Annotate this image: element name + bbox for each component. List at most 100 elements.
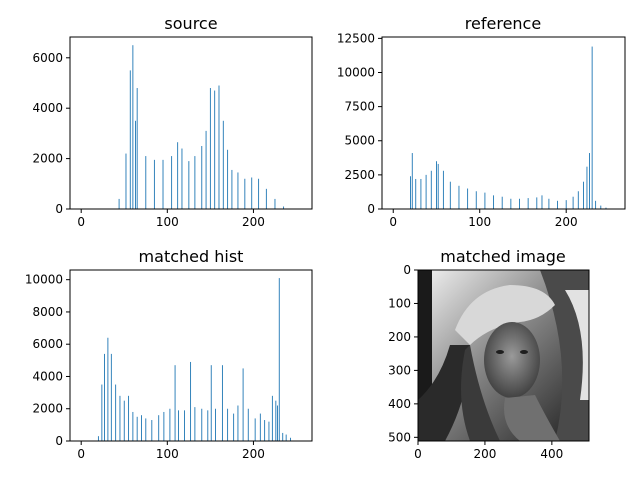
y-tick-label: 2500 xyxy=(344,168,375,182)
histogram-bar xyxy=(283,206,285,209)
histogram-bar xyxy=(194,407,196,441)
histogram-bar xyxy=(493,195,495,209)
y-tick-label: 12500 xyxy=(337,31,375,45)
histogram-bar xyxy=(467,188,469,209)
histogram-bar xyxy=(265,188,267,209)
histogram-bar xyxy=(510,198,512,209)
histogram-bar xyxy=(207,410,209,441)
x-tick-label: 400 xyxy=(540,447,563,461)
histogram-bar xyxy=(214,90,216,209)
histogram-bar xyxy=(194,156,196,209)
histogram-bar xyxy=(151,420,153,441)
histogram-bar xyxy=(227,408,229,441)
y-tick-label: 0 xyxy=(367,202,375,216)
histogram-bar xyxy=(259,413,261,441)
y-tick-label: 100 xyxy=(388,296,411,310)
x-ticks: 0 100 200 xyxy=(389,209,578,229)
x-tick-label: 200 xyxy=(555,215,578,229)
chart-title: matched image xyxy=(440,247,566,266)
histogram-bar xyxy=(237,405,239,441)
histogram-bar xyxy=(536,197,538,209)
histogram-bar xyxy=(415,178,417,209)
y-tick-label: 2000 xyxy=(32,152,63,166)
y-tick-label: 4000 xyxy=(32,369,63,383)
y-tick-label: 400 xyxy=(388,397,411,411)
histogram-bar xyxy=(577,191,579,209)
histogram-bar xyxy=(605,207,607,209)
y-tick-label: 10000 xyxy=(25,273,63,287)
y-ticks: 0 2000 4000 6000 8000 10000 xyxy=(25,273,70,448)
histogram-bar xyxy=(475,191,477,209)
histogram-bar xyxy=(171,156,173,209)
histogram-bar xyxy=(158,415,160,441)
axes-frame xyxy=(381,36,626,210)
histogram-bar xyxy=(145,418,147,441)
bars-matched-hist xyxy=(97,278,291,441)
histogram-bar xyxy=(410,176,411,209)
histogram-bar xyxy=(237,172,239,209)
histogram-bar xyxy=(420,178,422,209)
histogram-bar xyxy=(268,421,270,441)
bars-source xyxy=(118,45,285,209)
histogram-bar xyxy=(136,416,138,441)
histogram-bar xyxy=(115,384,117,441)
y-ticks: 0 2500 5000 7500 10000 12500 xyxy=(337,31,382,216)
x-tick-label: 200 xyxy=(242,447,265,461)
histogram-bar xyxy=(586,166,588,209)
histogram-bar xyxy=(181,148,183,209)
histogram-bar xyxy=(128,395,130,441)
histogram-bar xyxy=(527,198,529,209)
chart-title: matched hist xyxy=(139,247,244,266)
histogram-bar xyxy=(501,196,503,209)
histogram-bar xyxy=(285,434,287,441)
histogram-bar xyxy=(110,353,112,441)
histogram-bar xyxy=(190,361,192,441)
histogram-bar xyxy=(201,146,203,209)
histogram-bar xyxy=(583,181,584,209)
histogram-bar xyxy=(290,437,291,441)
y-tick-label: 2000 xyxy=(32,402,63,416)
chart-title: source xyxy=(164,14,217,33)
histogram-bar xyxy=(557,200,558,209)
y-tick-label: 200 xyxy=(388,330,411,344)
histogram-bar xyxy=(278,278,280,441)
x-ticks: 0 200 400 xyxy=(414,441,563,461)
histogram-bar xyxy=(188,161,190,209)
histogram-bar xyxy=(484,192,486,209)
histogram-bar xyxy=(125,153,127,209)
histogram-bar xyxy=(162,159,164,209)
histogram-bar xyxy=(437,163,439,209)
histogram-bar xyxy=(132,411,134,441)
histogram-bar xyxy=(572,196,574,209)
histogram-bar xyxy=(541,195,543,209)
y-tick-label: 500 xyxy=(388,430,411,444)
x-tick-label: 100 xyxy=(156,447,179,461)
histogram-bar xyxy=(430,170,432,209)
histogram-bar xyxy=(595,200,597,209)
x-tick-label: 0 xyxy=(389,215,397,229)
histogram-bar xyxy=(233,413,235,441)
histogram-bar xyxy=(247,408,249,441)
histogram-bar xyxy=(231,169,233,209)
histogram-bar xyxy=(174,365,176,441)
histogram-bar xyxy=(277,405,278,441)
histogram-bar xyxy=(251,177,253,209)
chart-title: reference xyxy=(465,14,541,33)
x-ticks: 0 100 200 xyxy=(77,441,265,461)
histogram-bar xyxy=(222,120,224,209)
y-tick-label: 0 xyxy=(55,434,63,448)
histogram-bar xyxy=(264,420,266,441)
y-tick-label: 5000 xyxy=(344,134,375,148)
histogram-bar xyxy=(118,198,120,209)
axes-frame xyxy=(417,269,590,442)
histogram-bar xyxy=(201,408,203,441)
y-tick-label: 300 xyxy=(388,363,411,377)
y-ticks: 0 100 200 300 400 500 xyxy=(388,263,418,444)
axes-frame xyxy=(69,36,313,210)
histogram-bar xyxy=(145,156,147,209)
histogram-bar xyxy=(436,161,437,209)
histogram-bar xyxy=(218,85,220,209)
bars-reference xyxy=(410,46,607,210)
histogram-bar xyxy=(565,200,567,209)
